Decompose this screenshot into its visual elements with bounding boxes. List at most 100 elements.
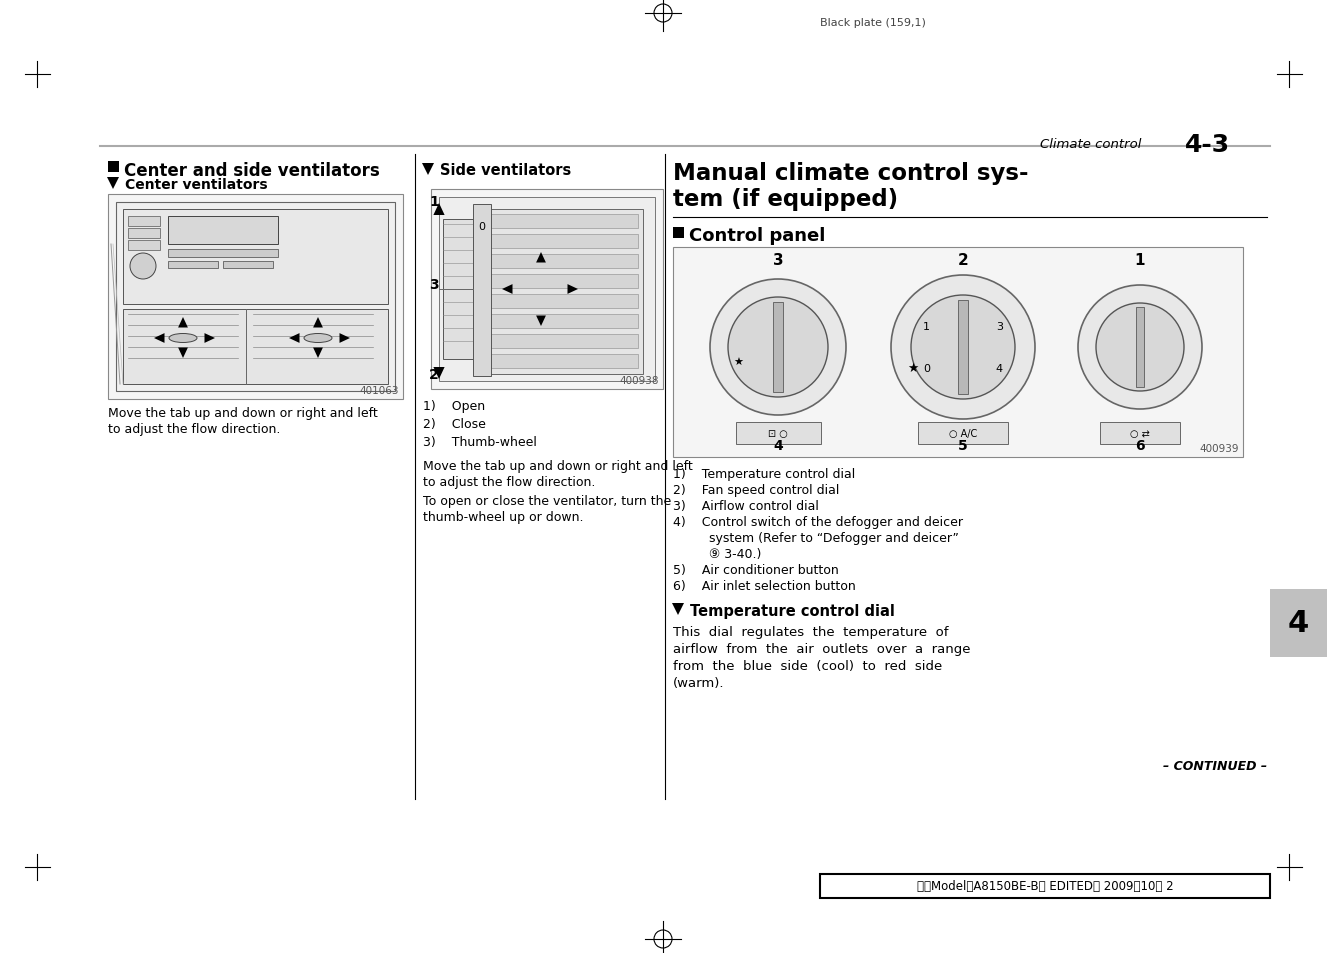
Text: airflow  from  the  air  outlets  over  a  range: airflow from the air outlets over a rang… (673, 642, 970, 656)
Text: Move the tab up and down or right and left
to adjust the flow direction.: Move the tab up and down or right and le… (423, 459, 693, 489)
Polygon shape (422, 164, 434, 175)
Bar (439, 198, 656, 381)
Text: system (Refer to “Defogger and deicer”: system (Refer to “Defogger and deicer” (673, 532, 959, 544)
Polygon shape (178, 348, 188, 358)
Ellipse shape (169, 335, 196, 343)
Bar (820, 874, 1270, 898)
Text: 0: 0 (924, 364, 930, 374)
Ellipse shape (304, 335, 332, 343)
Bar (431, 190, 664, 390)
Text: Center ventilators: Center ventilators (125, 178, 268, 192)
Bar (1270, 589, 1327, 658)
Bar (1136, 308, 1144, 388)
Polygon shape (671, 603, 683, 616)
Text: 4)    Control switch of the defogger and deicer: 4) Control switch of the defogger and de… (673, 516, 963, 529)
Text: ★: ★ (908, 361, 918, 375)
Text: 400938: 400938 (620, 375, 660, 386)
Polygon shape (568, 285, 579, 294)
Polygon shape (502, 285, 512, 294)
Text: ⑨ 3-40.): ⑨ 3-40.) (673, 547, 762, 560)
Polygon shape (107, 178, 119, 190)
Bar (169, 250, 277, 257)
Bar (491, 355, 638, 369)
Text: 1)    Open: 1) Open (423, 399, 486, 413)
Polygon shape (289, 334, 300, 343)
Bar (486, 210, 644, 375)
Circle shape (130, 253, 157, 280)
Text: from  the  blue  side  (cool)  to  red  side: from the blue side (cool) to red side (673, 659, 942, 672)
Bar (491, 254, 638, 269)
Bar (472, 205, 491, 376)
Bar (169, 262, 218, 269)
Bar (491, 314, 638, 329)
Text: ○ ⇄: ○ ⇄ (1131, 429, 1151, 438)
Text: Move the tab up and down or right and left
to adjust the flow direction.: Move the tab up and down or right and le… (107, 407, 378, 436)
Text: Center and side ventilators: Center and side ventilators (123, 162, 380, 180)
Text: ★: ★ (733, 357, 743, 368)
Polygon shape (340, 334, 350, 343)
Text: This  dial  regulates  the  temperature  of: This dial regulates the temperature of (673, 625, 949, 639)
Text: 1: 1 (924, 322, 930, 332)
Text: 3: 3 (995, 322, 1003, 332)
Polygon shape (536, 253, 545, 263)
Text: Climate control: Climate control (1040, 138, 1141, 151)
Text: ⊡ ○: ⊡ ○ (768, 429, 788, 438)
Bar (491, 214, 638, 229)
Text: 1: 1 (1135, 253, 1145, 268)
Text: Control panel: Control panel (689, 227, 825, 245)
Bar (1100, 422, 1180, 444)
Text: 3: 3 (772, 253, 783, 268)
Text: 1: 1 (429, 194, 439, 209)
Bar (127, 241, 161, 251)
Text: 6)    Air inlet selection button: 6) Air inlet selection button (673, 579, 856, 593)
Circle shape (1096, 304, 1184, 392)
Text: 3)    Thumb-wheel: 3) Thumb-wheel (423, 436, 537, 449)
Circle shape (912, 295, 1015, 399)
Text: tem (if equipped): tem (if equipped) (673, 188, 898, 211)
Polygon shape (313, 317, 322, 328)
Bar (491, 234, 638, 249)
Polygon shape (154, 334, 165, 343)
Text: -: - (736, 357, 740, 367)
Text: 1)    Temperature control dial: 1) Temperature control dial (673, 468, 855, 480)
Text: 3: 3 (429, 277, 439, 292)
Bar (127, 229, 161, 239)
Circle shape (729, 297, 828, 397)
Text: Temperature control dial: Temperature control dial (690, 603, 894, 618)
Text: 北米Model｢A8150BE-B｣ EDITED： 2009／10／ 2: 北米Model｢A8150BE-B｣ EDITED： 2009／10／ 2 (917, 880, 1173, 893)
Text: 4: 4 (995, 364, 1003, 374)
Text: 0: 0 (478, 222, 484, 232)
Text: – CONTINUED –: – CONTINUED – (1162, 760, 1267, 772)
Text: 6: 6 (1135, 438, 1145, 453)
Text: 2: 2 (959, 301, 966, 311)
Polygon shape (178, 317, 188, 328)
Circle shape (890, 275, 1035, 419)
Bar (107, 162, 119, 172)
Bar (127, 216, 161, 227)
Bar (115, 203, 395, 392)
Text: 401063: 401063 (360, 386, 399, 395)
Text: Side ventilators: Side ventilators (441, 163, 571, 178)
Polygon shape (313, 348, 322, 358)
Text: 2)    Close: 2) Close (423, 417, 486, 431)
Polygon shape (536, 316, 545, 327)
Bar (107, 194, 403, 399)
Circle shape (710, 280, 847, 416)
Text: 3)    Airflow control dial: 3) Airflow control dial (673, 499, 819, 513)
Bar (736, 422, 821, 444)
Bar (958, 301, 967, 395)
Text: 2)    Fan speed control dial: 2) Fan speed control dial (673, 483, 840, 497)
Bar (123, 210, 387, 305)
Bar (443, 220, 472, 359)
Circle shape (1078, 286, 1202, 410)
Bar (918, 422, 1009, 444)
Polygon shape (434, 204, 445, 215)
Bar (491, 294, 638, 309)
Polygon shape (204, 334, 215, 343)
Text: ○ A/C: ○ A/C (949, 429, 977, 438)
Text: To open or close the ventilator, turn the
thumb-wheel up or down.: To open or close the ventilator, turn th… (423, 495, 671, 523)
Text: 2: 2 (429, 368, 439, 381)
Polygon shape (434, 368, 445, 379)
Bar (491, 274, 638, 289)
Text: 4: 4 (1287, 609, 1308, 638)
